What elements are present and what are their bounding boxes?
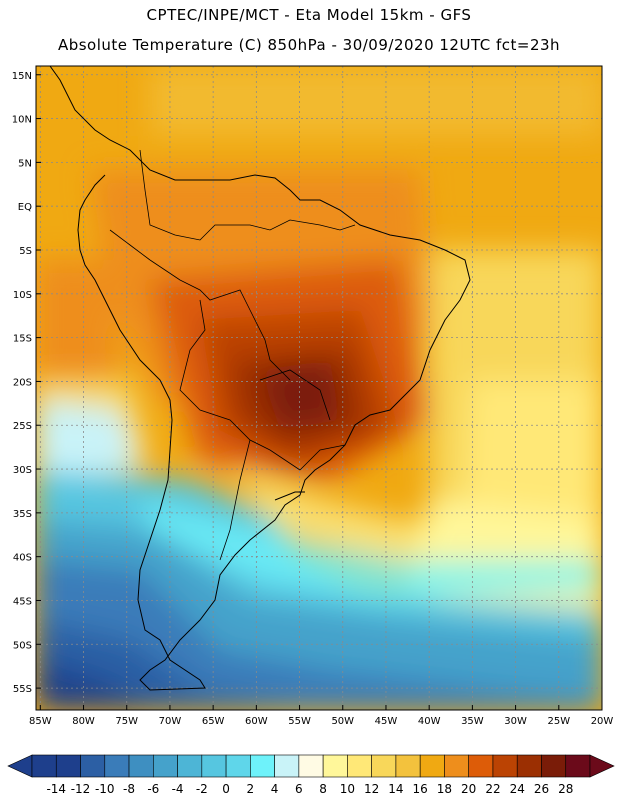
colorbar-swatch: [565, 754, 591, 778]
map-subtitle: Absolute Temperature (C) 850hPa - 30/09/…: [57, 36, 561, 54]
lon-label: 55W: [288, 716, 311, 727]
map-frame: [35, 65, 603, 711]
colorbar-label: -14: [46, 782, 66, 796]
colorbar-swatch: [322, 754, 348, 778]
colorbar-swatch: [104, 754, 130, 778]
colorbar-swatch: [225, 754, 251, 778]
country-borders: [109, 149, 356, 561]
lon-label: 65W: [202, 716, 225, 727]
latitude-labels: 15N 10N 5N EQ 5S 10S 15S 20S 25S 30S 35S 40S 45S 50S 5…: [12, 71, 41, 695]
lon-label: 30W: [504, 716, 527, 727]
colorbar-label: 4: [271, 782, 279, 796]
colorbar-swatch: [177, 754, 203, 778]
temperature-field: [36, 66, 602, 710]
colorbar-label: 22: [485, 782, 500, 796]
lat-label: 40S: [13, 553, 32, 564]
colorbar-label: 26: [534, 782, 549, 796]
lon-label: 40W: [418, 716, 441, 727]
graticule: [36, 66, 602, 710]
colorbar-swatch: [250, 754, 275, 778]
lat-label: 10N: [12, 115, 32, 126]
colorbar-min-arrow: [7, 754, 33, 778]
lat-label: 15S: [13, 334, 32, 345]
lon-label: 75W: [115, 716, 138, 727]
colorbar-swatch: [492, 754, 518, 778]
lat-label: 50S: [13, 640, 32, 651]
lon-label: 45W: [375, 716, 398, 727]
colorbar-label: 6: [295, 782, 303, 796]
lon-label: 85W: [29, 716, 52, 727]
lat-label: 5S: [19, 246, 32, 257]
colorbar-swatch: [371, 754, 397, 778]
lon-label: 35W: [461, 716, 484, 727]
lat-label: 30S: [13, 465, 32, 476]
colorbar-swatch: [274, 754, 300, 778]
colorbar-swatch: [31, 754, 57, 778]
colorbar-label: 2: [247, 782, 255, 796]
colorbar-label: -8: [123, 782, 135, 796]
lon-label: 60W: [245, 716, 268, 727]
longitude-labels: 85W 80W 75W 70W 65W 60W 55W 50W 45W 40W 35W 30W 25W 2…: [29, 705, 613, 727]
colorbar-label: 20: [461, 782, 476, 796]
colorbar-swatch: [444, 754, 469, 778]
lat-label: 25S: [13, 421, 32, 432]
colorbar-label: 10: [340, 782, 355, 796]
lat-label: 15N: [12, 71, 32, 82]
colorbar-swatch: [468, 754, 494, 778]
lat-label: 5N: [18, 158, 32, 169]
colorbar-label: 16: [413, 782, 428, 796]
colorbar-swatch: [516, 754, 542, 778]
colorbar-swatch: [128, 754, 154, 778]
colorbar-label: 18: [437, 782, 452, 796]
lon-label: 80W: [72, 716, 95, 727]
colorbar-label: -4: [172, 782, 184, 796]
lon-label: 25W: [547, 716, 570, 727]
lon-label: 50W: [331, 716, 354, 727]
coastline: [49, 66, 471, 691]
colorbar-swatch: [153, 754, 178, 778]
lat-label: 20S: [13, 377, 32, 388]
colorbar-label: -12: [71, 782, 91, 796]
lon-label: 20W: [591, 716, 614, 727]
lat-label: 55S: [13, 684, 32, 695]
map-title: CPTEC/INPE/MCT - Eta Model 15km - GFS: [146, 6, 472, 24]
lat-label: 45S: [13, 596, 32, 607]
colorbar-swatch: [298, 754, 324, 778]
colorbar-label: 14: [388, 782, 403, 796]
colorbar-label: -6: [147, 782, 159, 796]
colorbar-label: -10: [95, 782, 115, 796]
colorbar-swatch: [55, 754, 81, 778]
lat-label: 35S: [13, 509, 32, 520]
colorbar-swatch: [201, 754, 227, 778]
colorbar-swatch: [541, 754, 567, 778]
lat-label: EQ: [18, 202, 32, 213]
colorbar-label: 12: [364, 782, 379, 796]
colorbar-label: 8: [319, 782, 327, 796]
lon-label: 70W: [159, 716, 182, 727]
colorbar-swatch: [419, 754, 445, 778]
colorbar-swatch: [347, 754, 372, 778]
lat-label: 10S: [13, 290, 32, 301]
colorbar-label: 28: [558, 782, 573, 796]
colorbar-label: 0: [222, 782, 230, 796]
colorbar-max-arrow: [589, 754, 615, 778]
colorbar-label: -2: [196, 782, 208, 796]
colorbar-swatch: [395, 754, 421, 778]
colorbar-swatch: [80, 754, 106, 778]
colorbar-label: 24: [510, 782, 525, 796]
